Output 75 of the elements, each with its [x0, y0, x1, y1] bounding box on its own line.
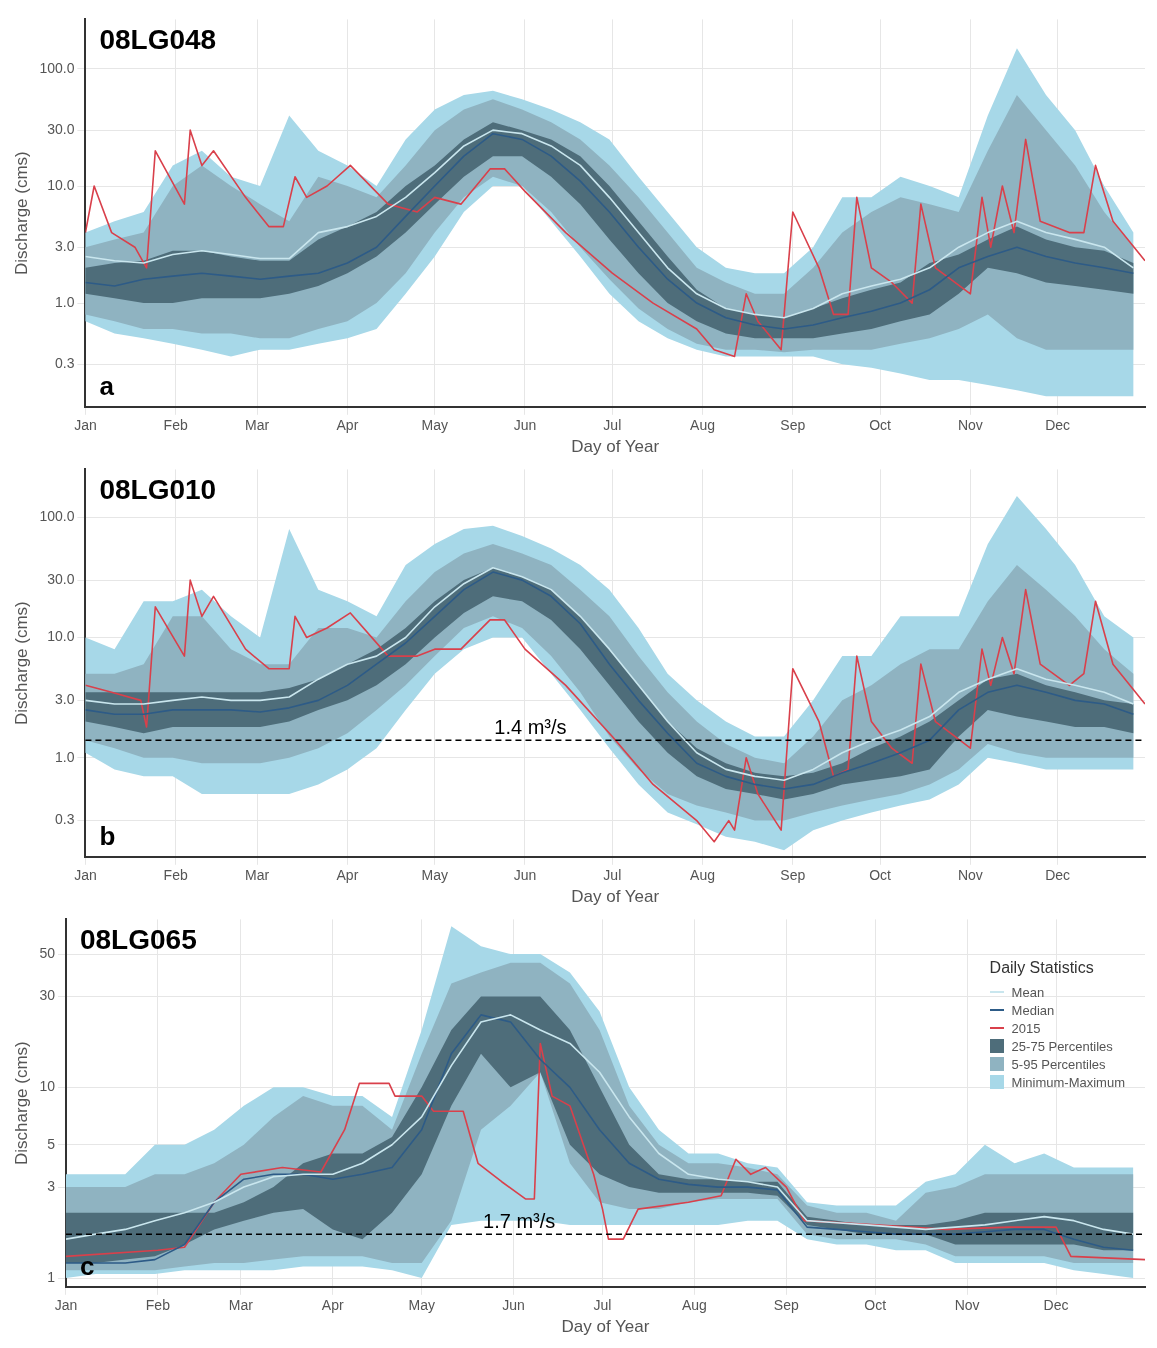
x-tick-label: May	[421, 417, 448, 434]
x-tick-label: Sep	[780, 867, 806, 884]
y-tick-label: 100.0	[39, 59, 75, 76]
x-tick-label: May	[408, 1297, 435, 1314]
annotation: c	[79, 1250, 95, 1281]
x-tick-label: Apr	[336, 867, 359, 884]
x-tick-label: Dec	[1043, 1297, 1069, 1314]
x-tick-label: Mar	[228, 1297, 254, 1314]
y-axis-title: Discharge (cms)	[11, 601, 31, 725]
x-tick-label: Jul	[603, 417, 622, 434]
y-tick-label: 50	[39, 944, 56, 961]
x-tick-label: Aug	[681, 1297, 707, 1314]
ref-line-label: 1.7 m³/s	[483, 1209, 556, 1232]
legend-label: 25-75 Percentiles	[1011, 1038, 1113, 1054]
y-axis-title: Discharge (cms)	[11, 1041, 31, 1165]
y-axis-title: Discharge (cms)	[11, 151, 31, 275]
chart-title: 08LG065	[79, 924, 197, 956]
x-tick-label: Jul	[603, 867, 622, 884]
y-tick-label: 10	[39, 1078, 56, 1095]
ref-line-label: 1.4 m³/s	[494, 715, 567, 738]
x-axis-title: Day of Year	[571, 887, 660, 907]
x-tick-label: Oct	[864, 1297, 887, 1314]
y-tick-label: 10.0	[47, 628, 75, 645]
x-tick-label: Mar	[245, 417, 270, 434]
y-tick-label: 0.3	[54, 355, 75, 372]
x-tick-label: Dec	[1045, 867, 1071, 884]
y-tick-label: 1	[47, 1268, 56, 1285]
y-tick-label: 10.0	[47, 176, 75, 193]
x-tick-label: Oct	[869, 417, 892, 434]
x-tick-label: Jun	[502, 1297, 525, 1314]
annotation: b	[99, 820, 116, 851]
x-tick-label: Aug	[690, 867, 715, 884]
y-tick-label: 100.0	[39, 508, 75, 525]
x-tick-label: Jul	[593, 1297, 612, 1314]
x-tick-label: Jun	[513, 867, 537, 884]
x-tick-label: Feb	[163, 867, 188, 884]
annotation: a	[99, 370, 115, 401]
chart-title: 08LG010	[99, 474, 217, 506]
x-tick-label: Apr	[336, 417, 359, 434]
y-tick-label: 5	[47, 1135, 56, 1152]
x-tick-label: Feb	[145, 1297, 171, 1314]
x-tick-label: Oct	[869, 867, 892, 884]
x-tick-label: Apr	[321, 1297, 344, 1314]
y-tick-label: 1.0	[54, 748, 75, 765]
legend-label: Median	[1011, 1002, 1055, 1018]
chart-title: 08LG048	[99, 24, 217, 56]
x-tick-label: Mar	[245, 867, 270, 884]
legend-label: 5-95 Percentiles	[1011, 1056, 1106, 1072]
x-tick-label: May	[421, 867, 448, 884]
y-tick-label: 3.0	[54, 238, 75, 255]
legend-title: Daily Statistics	[989, 959, 1095, 978]
y-tick-label: 0.3	[54, 811, 75, 828]
x-tick-label: Jun	[513, 417, 537, 434]
y-tick-label: 3	[47, 1177, 56, 1194]
x-tick-label: Sep	[780, 417, 806, 434]
x-axis-title: Day of Year	[561, 1317, 650, 1337]
y-tick-label: 30.0	[47, 570, 75, 587]
y-tick-label: 1.0	[54, 293, 75, 310]
y-tick-label: 30.0	[47, 121, 75, 138]
x-tick-label: Nov	[957, 867, 983, 884]
x-tick-label: Nov	[957, 417, 983, 434]
y-tick-label: 30	[39, 987, 56, 1004]
x-tick-label: Aug	[690, 417, 715, 434]
legend-label: Minimum-Maximum	[1011, 1074, 1125, 1090]
x-axis-title: Day of Year	[571, 437, 660, 457]
x-tick-label: Sep	[773, 1297, 799, 1314]
x-tick-label: Jan	[74, 417, 97, 434]
x-tick-label: Jan	[74, 867, 97, 884]
y-tick-label: 3.0	[54, 691, 75, 708]
legend-label: Mean	[1011, 984, 1045, 1000]
x-tick-label: Jan	[54, 1297, 78, 1314]
legend-label: 2015	[1011, 1020, 1041, 1036]
x-tick-label: Dec	[1045, 417, 1071, 434]
x-tick-label: Feb	[163, 417, 188, 434]
x-tick-label: Nov	[954, 1297, 980, 1314]
